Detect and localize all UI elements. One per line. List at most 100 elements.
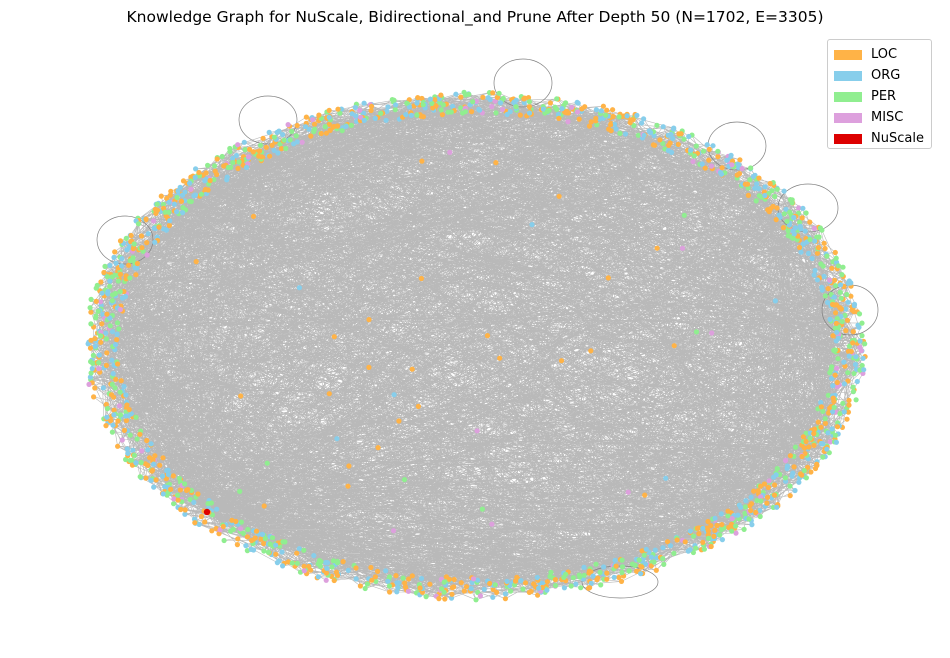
graph-node-org: [593, 107, 600, 113]
graph-node-misc: [729, 162, 735, 168]
legend-label-per: PER: [871, 89, 897, 104]
graph-node-org: [665, 148, 672, 154]
graph-node-loc: [610, 107, 616, 113]
graph-node-loc: [168, 486, 174, 492]
graph-node-per: [818, 261, 824, 267]
graph-node-org: [145, 231, 151, 237]
graph-node-loc: [326, 391, 332, 397]
graph-node-loc: [124, 402, 130, 408]
graph-node-loc: [160, 455, 166, 461]
graph-node-per: [729, 528, 735, 534]
graph-node-per: [115, 278, 121, 284]
graph-node-org: [244, 164, 250, 170]
graph-node-loc: [104, 311, 110, 317]
graph-node-misc: [827, 277, 833, 283]
graph-node-misc: [139, 448, 145, 454]
graph-node-loc: [719, 522, 725, 528]
graph-node-per: [748, 165, 754, 171]
graph-node-loc: [593, 115, 599, 122]
graph-node-org: [448, 595, 455, 601]
graph-node-org: [834, 329, 840, 335]
graph-node-org: [833, 439, 840, 445]
graph-node-loc: [415, 403, 421, 409]
graph-node-org: [833, 338, 839, 344]
graph-node-loc: [163, 476, 169, 482]
graph-node-org: [113, 260, 119, 266]
graph-node-per: [110, 292, 116, 298]
graph-node-loc: [303, 114, 309, 120]
graph-node-org: [797, 223, 803, 229]
graph-node-loc: [846, 397, 852, 403]
graph-node-per: [787, 483, 793, 489]
graph-node-loc: [531, 581, 537, 587]
graph-node-loc: [618, 578, 625, 585]
graph-node-per: [117, 389, 123, 395]
graph-node-per: [265, 549, 272, 556]
graph-node-per: [174, 194, 180, 201]
graph-node-loc: [628, 117, 634, 123]
graph-node-per: [230, 526, 236, 533]
graph-node-per: [461, 89, 467, 95]
graph-node-misc: [96, 366, 102, 372]
graph-node-loc: [748, 508, 754, 514]
legend-label-misc: MISC: [871, 110, 904, 125]
graph-node-loc: [98, 279, 104, 285]
graph-node-per: [827, 370, 833, 376]
graph-node-per: [271, 134, 277, 140]
graph-node-loc: [711, 533, 717, 540]
graph-node-per: [198, 191, 205, 197]
graph-node-org: [825, 430, 831, 436]
graph-node-loc: [458, 94, 464, 100]
graph-node-org: [187, 180, 193, 186]
graph-node-per: [364, 581, 370, 587]
graph-node-misc: [709, 330, 715, 336]
graph-node-org: [781, 188, 787, 194]
graph-node-org: [641, 116, 647, 122]
graph-node-org: [825, 299, 831, 306]
graph-node-loc: [800, 434, 807, 440]
graph-node-loc: [830, 333, 836, 339]
graph-node-per: [757, 513, 763, 520]
graph-node-loc: [850, 340, 856, 346]
graph-node-loc: [725, 508, 731, 514]
graph-node-misc: [310, 117, 316, 123]
graph-node-org: [792, 487, 798, 494]
graph-node-org: [762, 184, 768, 190]
graph-node-org: [453, 91, 459, 97]
graph-node-org: [555, 111, 562, 118]
graph-node-loc: [451, 576, 457, 583]
graph-node-loc: [212, 168, 218, 174]
graph-node-loc: [843, 328, 849, 334]
graph-node-org: [805, 250, 812, 256]
graph-node-per: [651, 559, 657, 565]
graph-node-loc: [648, 563, 654, 569]
graph-node-org: [790, 228, 796, 234]
graph-node-loc: [705, 518, 711, 525]
graph-node-org: [611, 121, 618, 127]
graph-node-per: [561, 574, 567, 581]
graph-node-per: [160, 201, 166, 207]
graph-node-loc: [753, 509, 759, 515]
graph-node-loc: [748, 501, 755, 507]
graph-node-loc: [803, 438, 809, 445]
graph-node-per: [544, 108, 550, 115]
graph-node-loc: [178, 506, 184, 513]
graph-node-per: [807, 236, 813, 243]
graph-node-loc: [564, 108, 570, 114]
graph-node-per: [500, 95, 506, 101]
graph-node-loc: [117, 271, 123, 277]
graph-node-loc: [216, 531, 222, 537]
graph-node-org: [529, 222, 535, 228]
graph-node-per: [859, 362, 865, 369]
graph-node-per: [526, 99, 533, 105]
graph-node-per: [834, 316, 840, 322]
graph-node-loc: [639, 564, 645, 570]
graph-node-loc: [368, 103, 375, 109]
graph-node-org: [638, 571, 644, 577]
graph-node-per: [822, 293, 829, 299]
graph-node-org: [521, 100, 527, 106]
graph-node-org: [686, 133, 692, 140]
graph-node-loc: [134, 260, 140, 267]
graph-node-loc: [402, 580, 408, 586]
